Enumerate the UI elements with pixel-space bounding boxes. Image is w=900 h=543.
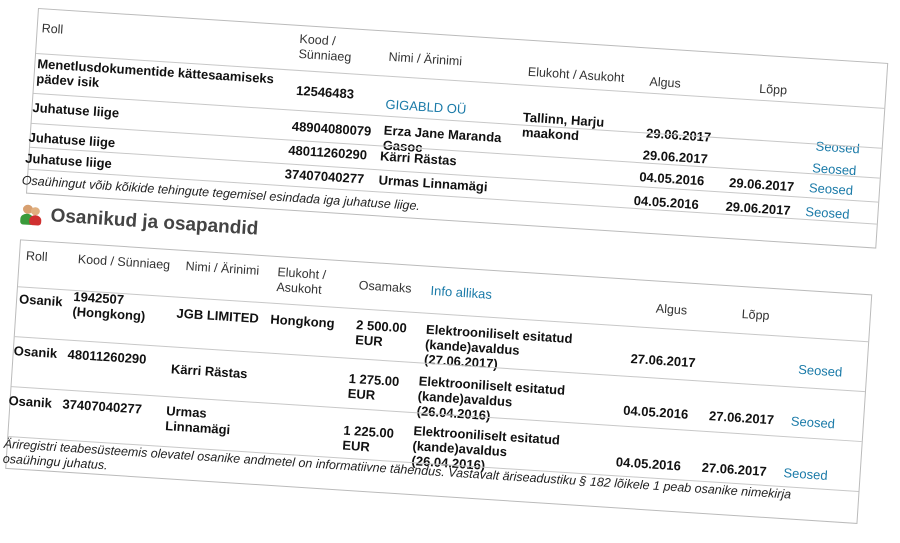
cell-lopp: 29.06.2017 xyxy=(728,174,795,195)
info-allikas-link[interactable]: Info allikas xyxy=(430,282,493,302)
cell-lopp: 27.06.2017 xyxy=(701,459,768,479)
header-kood: Kood / Sünniaeg xyxy=(77,252,171,273)
cell-kood: 12546483 xyxy=(295,82,355,102)
cell-nimi: Urmas Linnamägi xyxy=(164,403,231,438)
header-lopp: Lõpp xyxy=(758,81,788,98)
header-nimi: Nimi / Ärinimi xyxy=(388,49,463,69)
seosed-link[interactable]: Seosed xyxy=(797,361,843,380)
cell-roll: Juhatuse liige xyxy=(32,99,120,121)
cell-kood: 1942507 (Hongkong) xyxy=(72,288,146,324)
header-kood: Kood / Sünniaeg xyxy=(298,31,352,65)
cell-kood: 37407040277 xyxy=(62,396,143,417)
header-algus: Algus xyxy=(655,301,688,318)
cell-osamaks: 2 500.00 EUR xyxy=(354,317,408,349)
cell-algus: 27.06.2017 xyxy=(630,350,697,371)
header-roll: Roll xyxy=(41,21,64,37)
cell-roll: Osanik xyxy=(18,291,63,310)
cell-nimi: Kärri Rästas xyxy=(379,148,458,169)
header-nimi: Nimi / Ärinimi xyxy=(185,259,260,278)
header-osamaks: Osamaks xyxy=(358,278,412,296)
cell-algus: 04.05.2016 xyxy=(638,169,705,189)
cell-roll: Osanik xyxy=(13,343,58,361)
cell-kood: 48011260290 xyxy=(67,346,147,367)
seosed-link[interactable]: Seosed xyxy=(790,413,836,432)
header-algus: Algus xyxy=(649,74,682,91)
cell-algus: 04.05.2016 xyxy=(622,402,689,422)
seosed-link[interactable]: Seosed xyxy=(808,180,854,198)
cell-kood: 37407040277 xyxy=(284,166,365,187)
header-elukoht: Elukoht / Asukoht xyxy=(276,265,327,297)
header-roll: Roll xyxy=(25,248,48,265)
cell-roll: Juhatuse liige xyxy=(24,150,113,172)
people-icon xyxy=(20,204,43,226)
cell-osamaks: 1 225.00 EUR xyxy=(341,422,395,455)
rotated-page: Roll Kood / Sünniaeg Nimi / Ärinimi Eluk… xyxy=(2,8,896,542)
shareholders-table: Roll Kood / Sünniaeg Nimi / Ärinimi Eluk… xyxy=(2,239,873,524)
cell-nimi: JGB LIMITED xyxy=(176,305,260,326)
cell-nimi: Kärri Rästas xyxy=(170,361,248,382)
section-title-text: Osanikud ja osapandid xyxy=(49,205,259,240)
header-elukoht: Elukoht / Asukoht xyxy=(527,64,625,85)
cell-kood: 48011260290 xyxy=(287,142,368,163)
header-lopp: Lõpp xyxy=(741,307,770,323)
cell-nimi: Urmas Linnamägi xyxy=(378,172,488,195)
cell-algus: 04.05.2016 xyxy=(615,454,682,474)
cell-osamaks: 1 275.00 EUR xyxy=(347,370,400,403)
cell-roll: Osanik xyxy=(8,392,53,411)
section-title: Osanikud ja osapandid xyxy=(20,203,259,240)
seosed-link[interactable]: Seosed xyxy=(783,465,829,483)
cell-kood: 48904080079 xyxy=(291,118,372,139)
company-link[interactable]: GIGABLD OÜ xyxy=(385,96,467,117)
cell-lopp: 27.06.2017 xyxy=(708,408,775,428)
cell-elukoht: Hongkong xyxy=(269,311,336,331)
